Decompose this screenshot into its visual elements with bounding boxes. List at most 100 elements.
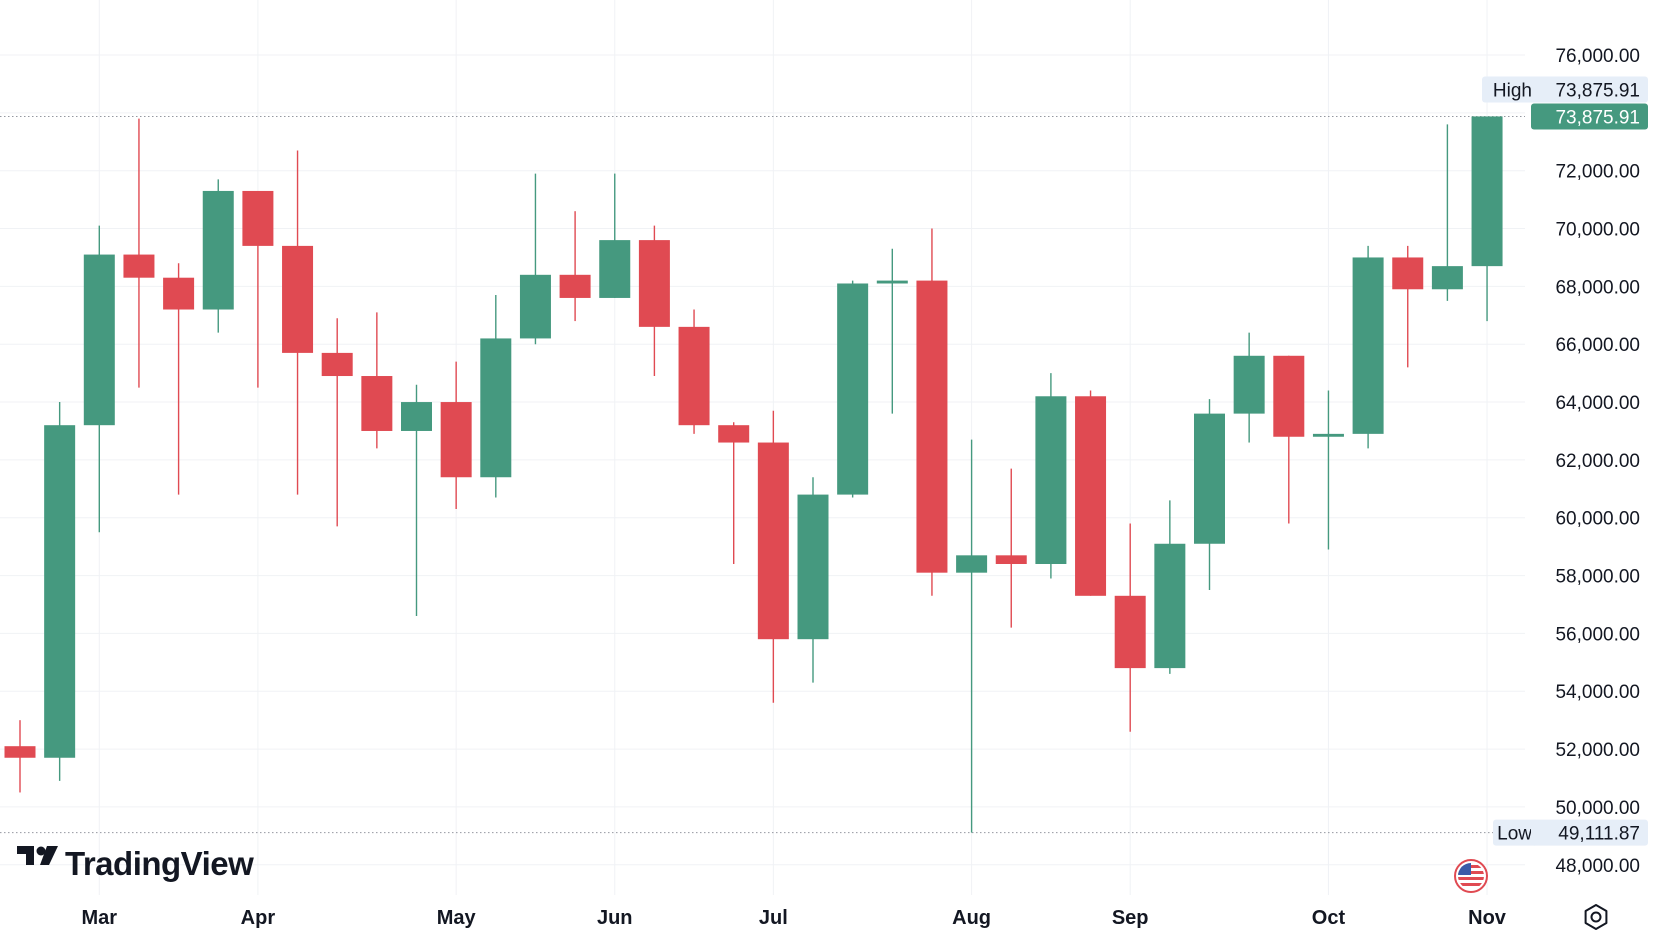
candle-up[interactable]: [44, 402, 76, 781]
candle-down[interactable]: [361, 312, 393, 449]
candle-up[interactable]: [401, 384, 432, 617]
candle-body: [876, 280, 908, 284]
candle-down[interactable]: [440, 361, 472, 510]
candle-up[interactable]: [599, 173, 631, 298]
candle-up[interactable]: [797, 477, 829, 683]
candle-down[interactable]: [995, 468, 1027, 628]
candle-body: [361, 376, 393, 431]
candle-down[interactable]: [1273, 355, 1305, 524]
candle-body: [1154, 543, 1186, 669]
candle-down[interactable]: [123, 118, 155, 388]
candle-up[interactable]: [956, 439, 988, 833]
candle-up[interactable]: [876, 248, 908, 414]
month-label: Oct: [1312, 907, 1346, 929]
candle-down[interactable]: [321, 318, 353, 527]
candle-up[interactable]: [1312, 390, 1344, 550]
us-flag-icon[interactable]: [1454, 859, 1488, 893]
price-tick-label: 56,000.00: [1555, 624, 1640, 645]
high-marker-tag-label: High: [1493, 80, 1532, 101]
candle-down[interactable]: [1075, 390, 1107, 596]
candle-down[interactable]: [559, 211, 591, 322]
price-tick-label: 58,000.00: [1555, 567, 1640, 588]
candle-body: [242, 190, 274, 246]
candles[interactable]: [4, 116, 1503, 833]
candle-body: [1471, 116, 1503, 267]
candle-up[interactable]: [1471, 116, 1503, 322]
candle-up[interactable]: [1194, 399, 1225, 591]
settings-icon[interactable]: [1584, 904, 1608, 930]
candle-body: [1114, 595, 1146, 669]
candle-body: [1312, 433, 1344, 437]
candle-body: [638, 240, 670, 327]
last-price-tag-value: 73,875.91: [1555, 107, 1640, 128]
candle-down[interactable]: [757, 410, 789, 703]
candle-up[interactable]: [83, 225, 115, 533]
candle-body: [916, 280, 948, 573]
month-label: Sep: [1112, 907, 1149, 929]
candle-body: [757, 442, 789, 640]
candle-up[interactable]: [202, 179, 234, 333]
month-label: Jul: [759, 907, 788, 929]
candle-up[interactable]: [1233, 332, 1265, 443]
candle-up[interactable]: [1352, 245, 1384, 449]
candle-up[interactable]: [837, 280, 869, 498]
candle-body: [1035, 396, 1067, 564]
candle-down[interactable]: [718, 422, 750, 564]
candle-body: [321, 352, 353, 377]
candle-down[interactable]: [163, 263, 195, 495]
candle-body: [1273, 355, 1305, 437]
candle-body: [123, 254, 155, 278]
candle-down[interactable]: [678, 309, 710, 434]
month-label: Apr: [241, 907, 276, 929]
time-axis[interactable]: Mar Apr May Jun Jul Aug Sep Oct Nov: [82, 907, 1507, 929]
high-marker-tag-value: 73,875.91: [1555, 80, 1640, 101]
candle-up[interactable]: [519, 173, 551, 345]
price-tick-label: 62,000.00: [1555, 451, 1640, 472]
candle-body: [1233, 355, 1265, 414]
price-tick-label: 48,000.00: [1555, 856, 1640, 877]
tradingview-logo-icon: [17, 846, 58, 865]
candle-body: [282, 245, 314, 353]
price-tick-label: 68,000.00: [1555, 277, 1640, 298]
price-tick-label: 72,000.00: [1555, 162, 1640, 183]
tradingview-logo[interactable]: TradingView: [17, 845, 255, 882]
candle-body: [401, 402, 432, 431]
price-axis[interactable]: 76,000.00 72,000.00 70,000.00 68,000.00 66,0…: [1555, 46, 1640, 877]
candle-down[interactable]: [282, 150, 314, 495]
candle-down[interactable]: [1114, 523, 1146, 732]
candle-up[interactable]: [480, 295, 512, 498]
last-price-tag: 73,875.91: [1531, 103, 1648, 130]
price-tick-label: 52,000.00: [1555, 740, 1640, 761]
candle-down[interactable]: [242, 190, 274, 388]
price-tick-label: 50,000.00: [1555, 798, 1640, 819]
candle-body: [1392, 257, 1424, 290]
candle-body: [678, 326, 710, 426]
price-tick-label: 60,000.00: [1555, 509, 1640, 530]
high-marker-tag: High 73,875.91: [1482, 76, 1648, 103]
candle-body: [1075, 396, 1107, 596]
candle-down[interactable]: [4, 720, 36, 793]
candle-down[interactable]: [1392, 245, 1424, 368]
candle-body: [202, 190, 234, 310]
month-label: Aug: [952, 907, 991, 929]
candle-body: [1352, 257, 1384, 434]
candle-body: [1431, 266, 1463, 290]
price-tick-label: 76,000.00: [1555, 46, 1640, 67]
candle-body: [440, 402, 472, 478]
candle-body: [559, 274, 591, 298]
candle-up[interactable]: [1154, 500, 1186, 674]
low-marker-tag: Low 49,111.87: [1493, 819, 1648, 846]
price-tick-label: 54,000.00: [1555, 682, 1640, 703]
candle-down[interactable]: [638, 225, 670, 377]
candle-body: [83, 254, 115, 426]
candle-down[interactable]: [916, 228, 948, 596]
candle-body: [797, 494, 829, 640]
candle-up[interactable]: [1431, 124, 1463, 301]
candle-body: [599, 240, 631, 298]
price-tags: High 73,875.91 73,875.91 Low 49,111.87: [1482, 76, 1648, 846]
candle-body: [519, 274, 551, 339]
price-tick-label: 64,000.00: [1555, 393, 1640, 414]
candle-up[interactable]: [1035, 373, 1067, 579]
low-marker-tag-value: 49,111.87: [1558, 824, 1640, 845]
